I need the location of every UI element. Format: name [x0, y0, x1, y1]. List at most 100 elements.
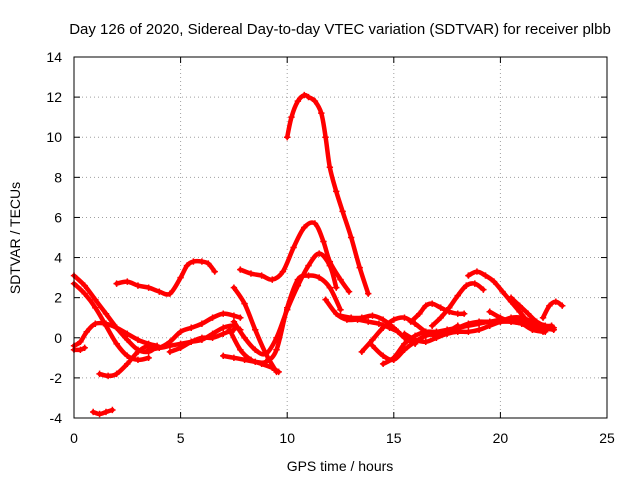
data-point-marker — [102, 408, 110, 416]
data-point-marker — [465, 322, 472, 329]
data-point-marker — [220, 330, 227, 337]
data-point-marker — [124, 360, 131, 368]
data-point-marker — [252, 358, 259, 366]
data-point-marker — [375, 320, 383, 327]
data-point-marker — [188, 324, 195, 331]
data-point-marker — [315, 250, 323, 257]
x-tick-label: 10 — [279, 430, 295, 446]
data-point-marker — [81, 290, 88, 297]
data-point-marker — [443, 330, 451, 337]
data-point-marker — [471, 280, 479, 287]
data-point-marker — [301, 91, 308, 99]
data-point-marker — [437, 314, 444, 321]
data-point-marker — [262, 350, 270, 358]
y-tick-label: 4 — [54, 250, 62, 266]
y-tick-label: 8 — [54, 169, 62, 185]
data-point-marker — [516, 302, 523, 309]
x-axis-label: GPS time / hours — [287, 458, 394, 474]
data-point-marker — [269, 276, 276, 283]
data-point-marker — [490, 278, 498, 285]
data-point-marker — [422, 302, 429, 309]
data-point-marker — [156, 288, 163, 295]
axis-ticks: 0 5 10 15 20 25 -4 -2 0 2 4 6 8 10 12 14 — [46, 49, 615, 446]
data-point-marker — [77, 338, 84, 345]
data-point-marker — [134, 348, 142, 356]
data-point-marker — [113, 340, 120, 347]
data-point-marker — [465, 272, 472, 279]
data-point-marker — [273, 346, 280, 354]
data-point-marker — [507, 318, 515, 325]
series-arc-14-markers — [230, 250, 340, 358]
data-point-marker — [390, 354, 397, 362]
data-point-marker — [428, 322, 436, 329]
data-point-marker — [333, 284, 340, 291]
data-point-marker — [411, 336, 419, 343]
data-point-marker — [365, 290, 372, 297]
data-point-marker — [284, 134, 291, 141]
data-point-marker — [109, 406, 116, 414]
data-point-marker — [305, 272, 312, 279]
data-point-marker — [524, 310, 532, 317]
y-tick-label: -4 — [50, 410, 63, 426]
series-arc-27 — [540, 299, 565, 320]
data-point-marker — [124, 278, 131, 285]
data-point-marker — [446, 304, 453, 311]
data-point-marker — [369, 312, 376, 319]
series-arc-8-markers — [145, 310, 244, 354]
data-point-marker — [237, 314, 244, 321]
data-point-marker — [454, 310, 461, 317]
data-point-marker — [358, 348, 366, 356]
data-point-marker — [275, 368, 282, 376]
data-point-marker — [284, 306, 291, 313]
data-point-marker — [486, 308, 493, 315]
data-point-marker — [347, 234, 355, 241]
data-point-marker — [102, 310, 110, 317]
data-point-marker — [96, 370, 103, 378]
data-point-marker — [326, 164, 334, 171]
data-series — [70, 91, 566, 418]
data-point-marker — [539, 328, 547, 335]
data-point-marker — [305, 262, 312, 269]
data-point-marker — [379, 324, 387, 331]
data-point-marker — [516, 308, 523, 315]
data-point-marker — [252, 326, 259, 333]
data-point-marker — [345, 288, 353, 295]
data-point-marker — [145, 284, 152, 291]
data-point-marker — [177, 274, 184, 281]
data-point-marker — [507, 294, 515, 301]
data-point-marker — [290, 244, 297, 251]
data-point-marker — [294, 282, 302, 289]
data-point-marker — [166, 348, 174, 356]
data-point-marker — [347, 314, 355, 321]
y-tick-label: 12 — [46, 89, 62, 105]
data-point-marker — [156, 344, 163, 352]
series-arc-26-markers — [486, 308, 547, 335]
y-tick-label: 2 — [54, 290, 62, 306]
data-point-marker — [220, 352, 227, 360]
data-point-marker — [356, 264, 363, 271]
data-point-marker — [518, 320, 525, 327]
data-point-marker — [124, 352, 131, 360]
data-point-marker — [541, 322, 549, 329]
data-point-marker — [379, 316, 387, 323]
data-point-marker — [177, 344, 184, 352]
y-tick-label: 0 — [54, 330, 62, 346]
data-point-marker — [134, 356, 142, 364]
data-point-marker — [318, 109, 325, 117]
data-point-marker — [311, 97, 319, 105]
data-point-marker — [247, 270, 255, 277]
data-point-marker — [96, 410, 103, 418]
data-point-marker — [262, 358, 270, 366]
data-point-marker — [390, 324, 397, 331]
data-point-marker — [463, 282, 470, 289]
data-point-marker — [333, 310, 340, 317]
series-arc-24 — [466, 269, 548, 335]
data-point-marker — [188, 338, 195, 345]
data-point-marker — [422, 338, 429, 345]
data-point-marker — [337, 312, 344, 319]
data-point-marker — [230, 284, 238, 291]
data-point-marker — [428, 300, 436, 307]
data-point-marker — [102, 320, 110, 327]
data-point-marker — [113, 324, 120, 331]
